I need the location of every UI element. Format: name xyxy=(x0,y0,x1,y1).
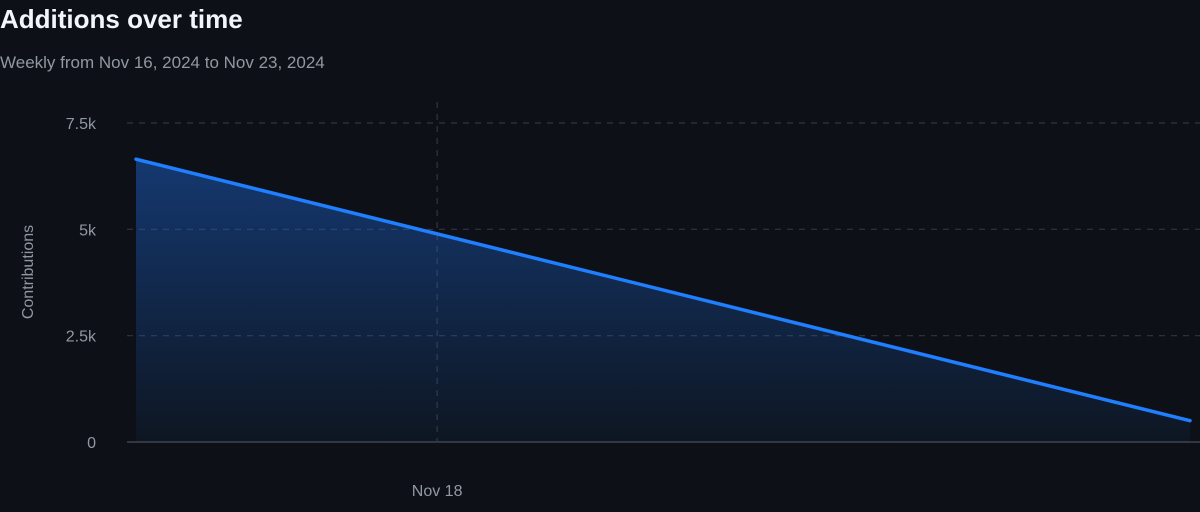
chart-subtitle: Weekly from Nov 16, 2024 to Nov 23, 2024 xyxy=(0,53,325,72)
y-tick-label: 5k xyxy=(79,222,97,239)
chart-title: Additions over time xyxy=(0,4,243,34)
y-tick-label: 2.5k xyxy=(66,329,97,346)
y-tick-label: 0 xyxy=(87,435,96,452)
y-axis-title: Contributions xyxy=(20,225,37,319)
x-tick-label: Nov 18 xyxy=(412,483,463,500)
series-area xyxy=(136,159,1190,443)
y-tick-label: 7.5k xyxy=(66,116,97,133)
series-line xyxy=(134,157,1192,423)
